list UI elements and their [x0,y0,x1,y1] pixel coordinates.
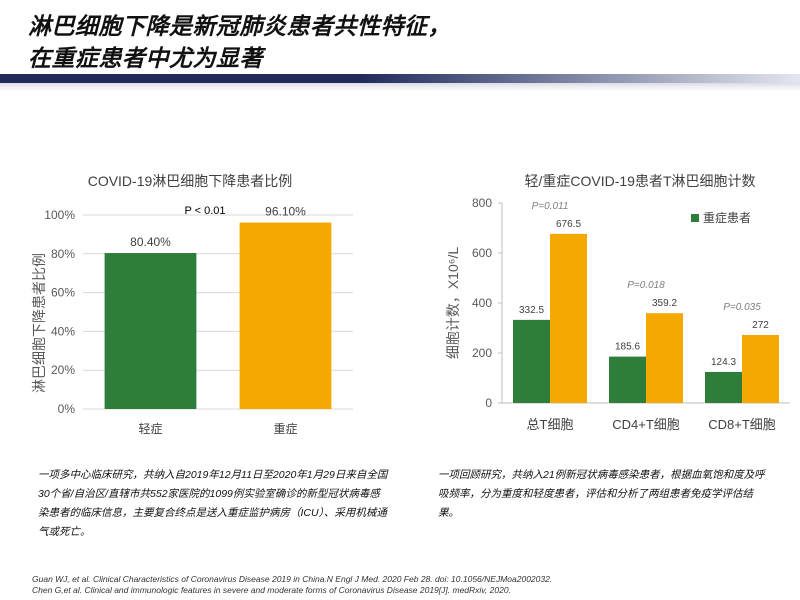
chart2-category-label: 总T细胞 [527,417,574,432]
chart2-p-value: P=0.018 [627,280,665,291]
chart1-value-label: 96.10% [265,205,306,219]
chart1-category-label: 轻症 [138,421,162,436]
chart1-category-label: 重症 [273,421,297,436]
chart2-legend-label: 重症患者 [703,210,751,225]
reference-1: Guan WJ, et al. Clinical Characteristics… [32,574,553,584]
chart2-p-value: P=0.035 [723,302,761,313]
chart1-ytick-label: 0% [58,402,76,416]
chart2-ylabel: 细胞计数，X10⁶/L [445,247,461,360]
chart2-p-value: P=0.011 [532,201,569,212]
page-title: 淋巴细胞下降是新冠肺炎患者共性特征， 在重症患者中尤为显著 [28,10,628,74]
chart1-bar-0 [104,253,197,409]
chart1-value-label: 80.40% [130,235,171,249]
chart2-ytick-label: 0 [485,396,492,410]
title-line-1: 淋巴细胞下降是新冠肺炎患者共性特征， [28,13,451,39]
lymphopenia-proportion-chart: COVID-19淋巴细胞下降患者比例 淋巴细胞下降患者比例 0% 20% 40% 60… [31,173,353,436]
chart1-ytick-label: 60% [51,286,75,300]
chart2-ytick-label: 600 [472,246,492,260]
chart2-value-label: 185.6 [615,342,640,353]
chart2-category-label: CD8+T细胞 [708,417,776,432]
chart1-ytick-label: 40% [51,324,75,338]
chart2-bar-s0-2 [705,371,742,403]
chart1-ytick-label: 100% [44,208,75,222]
header-divider-shade [0,83,800,91]
chart1-ytick-label: 20% [51,363,75,377]
chart2-bar-s1-0 [550,233,587,403]
chart2-bar-s0-0 [513,319,550,403]
header-divider-bar [0,74,800,83]
chart2-ytick-label: 200 [472,346,492,360]
chart1-title: COVID-19淋巴细胞下降患者比例 [88,173,293,189]
chart2-ytick-label: 800 [472,196,492,210]
reference-2: Chen G,et al. Clinical and immunologic f… [32,585,511,595]
chart2-value-label: 124.3 [711,357,736,368]
chart1-p-annotation: P < 0.01 [184,205,225,217]
chart2-value-label: 332.5 [519,305,544,316]
right-study-note: 一项回顾研究，共纳入21例新冠状病毒感染患者，根据血氧饱和度及呼吸频率，分为重度… [438,469,765,519]
chart2-value-label: 272 [752,320,769,331]
chart2-bar-s1-2 [742,335,779,403]
chart2-bar-s0-1 [609,356,646,403]
t-cell-count-chart: 轻/重症COVID-19患者T淋巴细胞计数 细胞计数，X10⁶/L 0 200 40… [445,173,790,432]
chart2-legend-swatch [691,214,699,222]
title-line-2: 在重症患者中尤为显著 [28,45,263,71]
chart2-title: 轻/重症COVID-19患者T淋巴细胞计数 [524,173,755,189]
chart2-category-label: CD4+T细胞 [612,417,680,432]
chart1-bar-1 [239,222,332,409]
chart1-ylabel: 淋巴细胞下降患者比例 [31,253,47,393]
chart1-ytick-label: 80% [51,247,75,261]
chart2-value-label: 359.2 [652,298,677,309]
chart2-bar-s1-1 [646,313,683,403]
chart2-value-label: 676.5 [556,219,581,230]
references: Guan WJ, et al. Clinical Characteristics… [32,574,552,596]
chart2-ytick-label: 400 [472,296,492,310]
left-study-note: 一项多中心临床研究，共纳入自2019年12月11日至2020年1月29日来自全国… [38,469,388,538]
